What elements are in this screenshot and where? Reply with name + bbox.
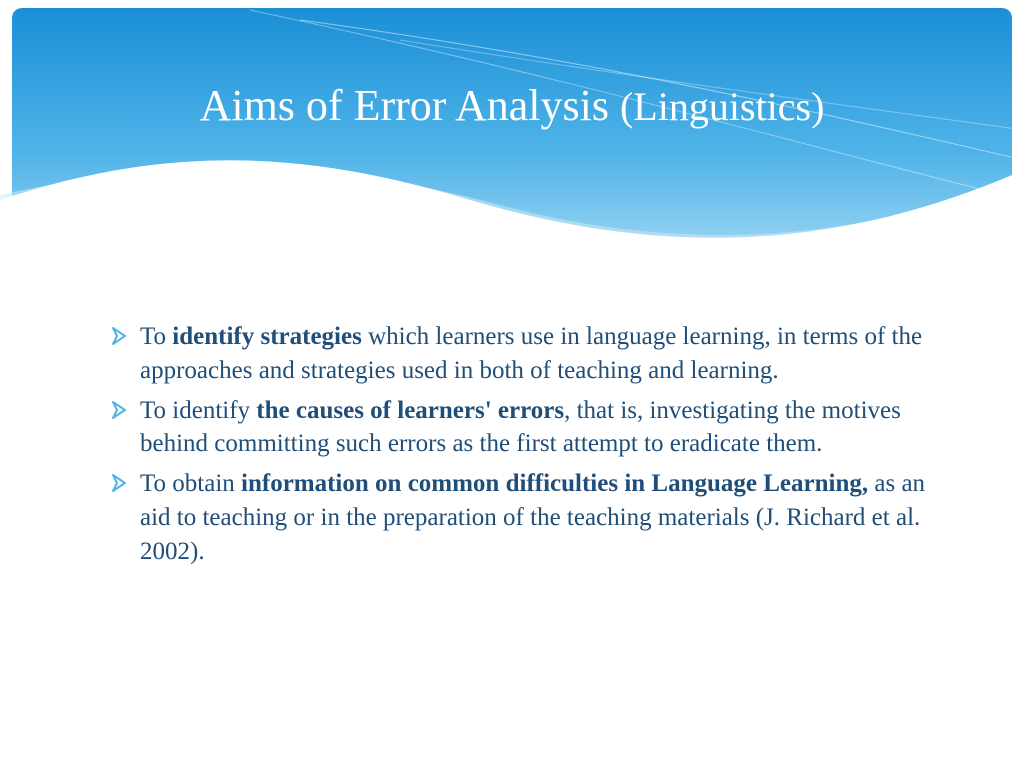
chevron-right-icon	[110, 326, 132, 348]
bullet-text: To identify the causes of learners' erro…	[140, 394, 944, 462]
slide-body: To identify strategies which learners us…	[110, 320, 944, 574]
bullet-text: To obtain information on common difficul…	[140, 467, 944, 568]
chevron-right-icon	[110, 400, 132, 422]
bullet-item: To identify the causes of learners' erro…	[110, 394, 944, 462]
title-sub: (Linguistics)	[620, 84, 824, 129]
bullet-item: To identify strategies which learners us…	[110, 320, 944, 388]
bullet-item: To obtain information on common difficul…	[110, 467, 944, 568]
slide-header: Aims of Error Analysis (Linguistics)	[0, 0, 1024, 270]
header-wave-background	[0, 0, 1024, 270]
bullet-text: To identify strategies which learners us…	[140, 320, 944, 388]
title-main: Aims of Error Analysis	[200, 81, 620, 130]
chevron-right-icon	[110, 473, 132, 495]
slide-title: Aims of Error Analysis (Linguistics)	[0, 80, 1024, 131]
